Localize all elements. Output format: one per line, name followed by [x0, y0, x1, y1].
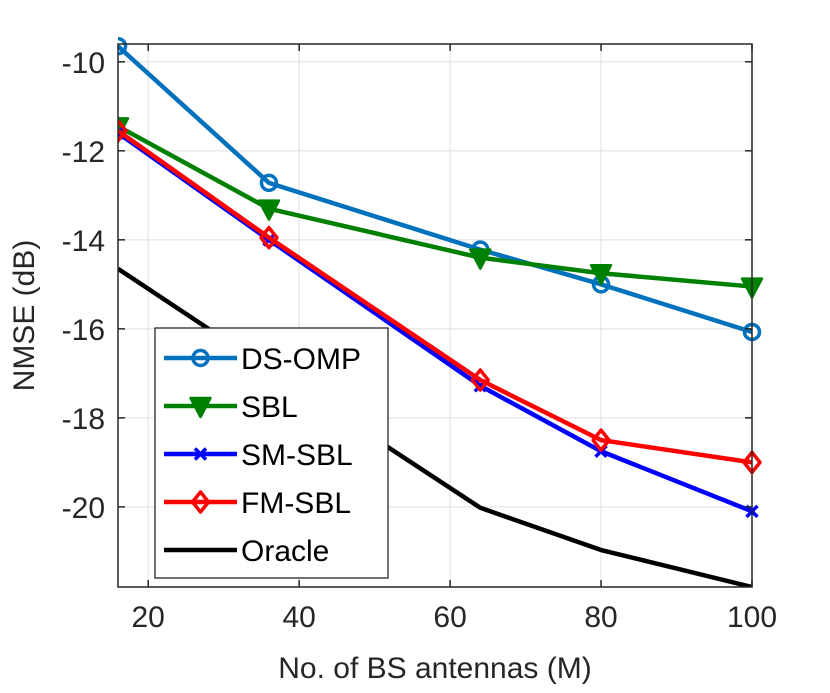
series-sbl [118, 117, 764, 299]
y-tick-label: -10 [62, 47, 105, 80]
data-point-fm-sbl [591, 428, 611, 452]
legend-marker-fm-sbl [190, 490, 211, 514]
legend-label-ds-omp: DS-OMP [241, 343, 361, 376]
x-axis-label: No. of BS antennas (M) [278, 652, 591, 685]
legend-label-sbl: SBL [241, 391, 298, 424]
y-axis-label: NMSE (dB) [8, 240, 41, 392]
y-tick-label: -20 [62, 492, 105, 525]
series-ds-omp [118, 36, 762, 342]
series-fm-sbl [118, 119, 762, 475]
legend-item-sm-sbl: SM-SBL [164, 439, 353, 472]
x-tick-label: 40 [282, 601, 315, 634]
legend-marker-ds-omp [191, 348, 210, 368]
legend: DS-OMP SBL SM-SBL FM-SBL Oracle [154, 327, 389, 579]
data-point-fm-sbl [470, 368, 491, 392]
data-point-ds-omp [118, 36, 128, 56]
x-tick-label: 80 [584, 601, 617, 634]
series-line-ds-omp [118, 44, 753, 335]
data-point-ds-omp [259, 173, 279, 193]
data-point-sbl [469, 248, 492, 270]
x-tick-label: 20 [132, 601, 165, 634]
x-tick-label: 100 [727, 601, 777, 634]
data-point-sbl [257, 199, 281, 221]
legend-item-sbl: SBL [164, 391, 298, 424]
x-tick-label: 60 [433, 601, 466, 634]
series-line-fm-sbl [118, 128, 753, 465]
legend-label-sm-sbl: SM-SBL [241, 439, 353, 472]
data-point-fm-sbl [118, 119, 128, 143]
data-point-sbl [589, 263, 613, 286]
legend-item-ds-omp: DS-OMP [164, 343, 361, 376]
ticks: 20 40 60 80 100 -10 -12 -14 -16 -18 -20 [62, 44, 777, 634]
legend-item-oracle: Oracle [164, 535, 329, 568]
y-tick-label: -16 [62, 314, 105, 347]
legend-marker-sbl [189, 396, 212, 419]
legend-label-fm-sbl: FM-SBL [241, 487, 351, 520]
legend-marker-sm-sbl [193, 447, 208, 461]
axes-box [117, 43, 753, 588]
y-tick-label: -14 [62, 225, 105, 258]
legend-item-fm-sbl: FM-SBL [164, 487, 351, 520]
legend-label-oracle: Oracle [241, 535, 329, 568]
y-tick-label: -12 [62, 136, 105, 169]
y-tick-label: -18 [62, 403, 105, 436]
data-point-fm-sbl [259, 225, 279, 250]
